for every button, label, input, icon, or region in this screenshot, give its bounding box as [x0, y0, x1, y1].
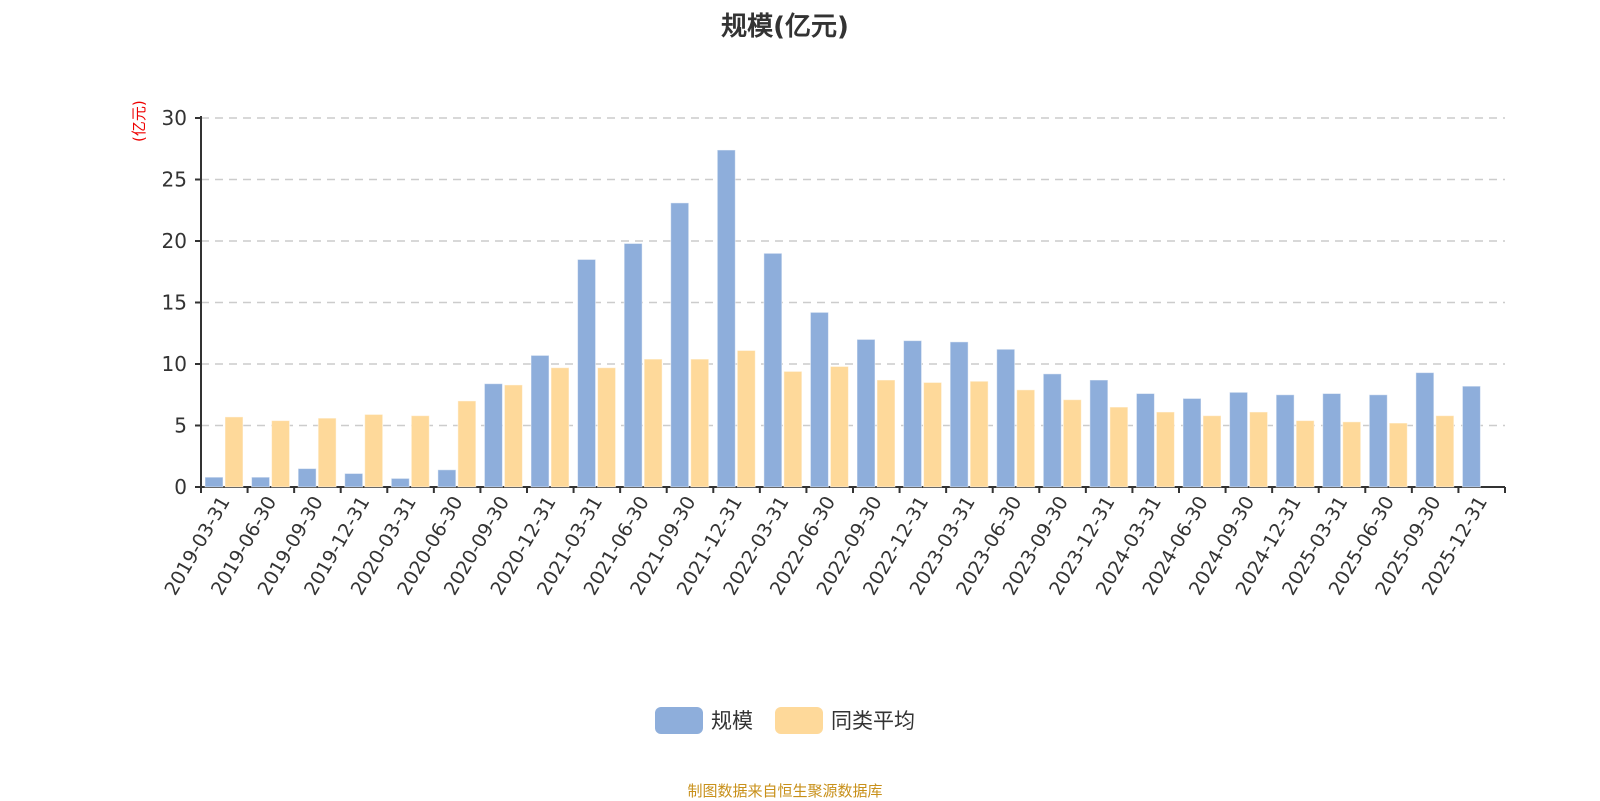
bar-scale: [297, 468, 317, 488]
legend-swatch: [655, 706, 703, 734]
bar-scale: [1275, 394, 1295, 488]
y-tick-label: 15: [162, 291, 187, 315]
y-tick-label: 10: [162, 352, 187, 376]
bar-peer-average: [1388, 422, 1408, 488]
bar-scale: [530, 354, 550, 488]
legend-item-scale[interactable]: 规模: [655, 705, 753, 735]
bar-scale: [1042, 373, 1062, 488]
bar-scale: [483, 383, 503, 488]
bar-peer-average: [690, 358, 710, 488]
bar-peer-average: [1295, 420, 1315, 488]
bar-scale: [1135, 393, 1155, 488]
bar-peer-average: [1109, 406, 1129, 488]
bar-peer-average: [1155, 411, 1175, 488]
bar-peer-average: [1202, 415, 1222, 488]
bar-peer-average: [597, 367, 617, 488]
data-source-note: 制图数据来自恒生聚源数据库: [687, 782, 883, 800]
bar-scale: [623, 242, 643, 488]
legend-item-peer-average[interactable]: 同类平均: [775, 705, 915, 735]
bar-peer-average: [1016, 389, 1036, 488]
bar-scale: [949, 341, 969, 488]
bar-peer-average: [876, 379, 896, 488]
bar-peer-average: [224, 416, 244, 488]
y-tick-label: 25: [162, 168, 187, 192]
bar-peer-average: [1342, 421, 1362, 488]
bar-scale: [1182, 397, 1202, 488]
bar-peer-average: [643, 358, 663, 488]
bar-peer-average: [550, 367, 570, 488]
y-tick-label: 0: [174, 475, 187, 499]
bar-scale: [1415, 372, 1435, 488]
bar-scale: [1368, 394, 1388, 488]
bar-peer-average: [736, 349, 756, 488]
y-tick-label: 20: [162, 229, 187, 253]
legend-label: 同类平均: [831, 709, 915, 733]
legend-label: 规模: [711, 709, 753, 733]
bar-scale: [251, 476, 271, 488]
bar-scale: [716, 149, 736, 488]
bar-peer-average: [317, 417, 337, 488]
bar-scale: [1089, 379, 1109, 488]
bar-scale: [577, 258, 597, 488]
legend-swatch: [775, 706, 823, 734]
bar-scale: [437, 469, 457, 488]
bar-scale: [1229, 391, 1249, 488]
bar-peer-average: [364, 413, 384, 488]
bar-scale: [809, 311, 829, 488]
bar-peer-average: [969, 380, 989, 488]
bar-scale: [670, 202, 690, 488]
chart-title: 规模(亿元): [721, 12, 849, 42]
bar-peer-average: [1435, 415, 1455, 488]
bar-scale: [1322, 393, 1342, 488]
bar-peer-average: [1249, 411, 1269, 488]
bar-peer-average: [410, 415, 430, 488]
bar-peer-average: [1062, 399, 1082, 488]
bar-scale: [903, 340, 923, 488]
bar-peer-average: [829, 365, 849, 488]
bar-peer-average: [923, 381, 943, 488]
y-tick-label: 30: [162, 106, 187, 130]
y-tick-label: 5: [174, 414, 187, 438]
bar-scale: [390, 477, 410, 488]
bar-peer-average: [503, 384, 523, 488]
bar-peer-average: [271, 420, 291, 488]
bar-scale: [763, 252, 783, 488]
bar-scale: [204, 476, 224, 488]
bar-peer-average: [457, 400, 477, 488]
bar-scale: [1461, 385, 1481, 488]
legend: 规模 同类平均: [0, 705, 1570, 735]
bar-peer-average: [783, 370, 803, 488]
bar-scale: [996, 348, 1016, 488]
bar-scale: [344, 472, 364, 488]
bar-scale: [856, 338, 876, 488]
